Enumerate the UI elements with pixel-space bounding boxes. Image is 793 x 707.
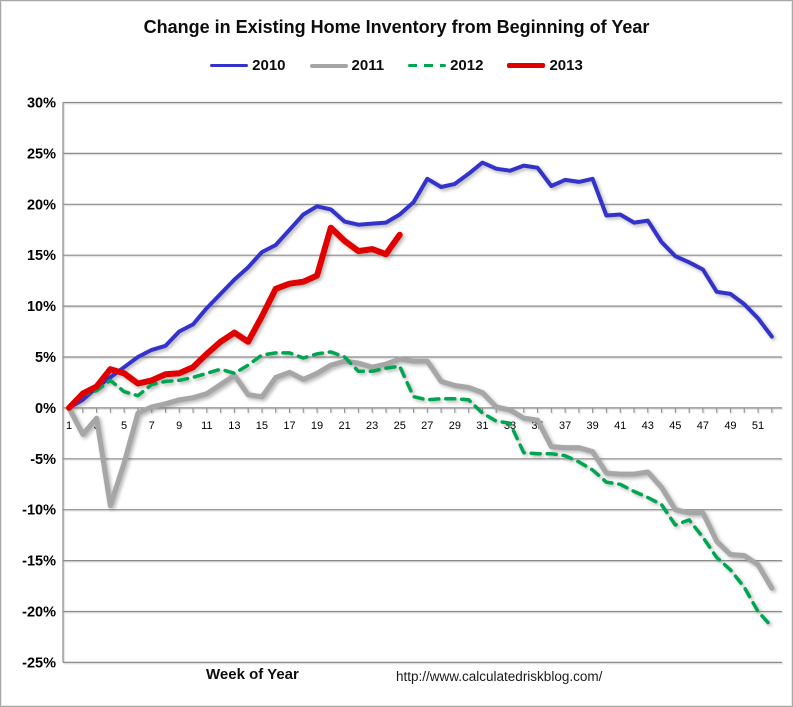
x-tick-label-51: 51 (752, 420, 764, 432)
legend-label-2012: 2012 (450, 57, 484, 74)
x-tick-label-7: 7 (149, 420, 155, 432)
axis-labels: 30%25%20%15%10%5%0%-5%-10%-15%-20%-25%1 3… (22, 96, 764, 672)
series-line-2013 (66, 224, 403, 411)
legend-label-2013: 2013 (549, 57, 583, 74)
x-tick-label-21: 21 (338, 420, 350, 432)
y-tick-label-0%: 0% (35, 401, 56, 417)
y-tick-label--15%: -15% (22, 554, 56, 570)
x-tick-label-23: 23 (366, 420, 378, 432)
x-tick-label-43: 43 (642, 420, 654, 432)
x-tick-label-39: 39 (587, 420, 599, 432)
gridlines (62, 101, 782, 664)
legend-item-2012: 2012 (408, 57, 483, 74)
legend-label-2011: 2011 (351, 57, 385, 74)
x-tick-label-45: 45 (669, 420, 681, 432)
legend-item-2011: 2011 (309, 57, 385, 74)
legend-swatch-2011 (309, 63, 348, 68)
watermark-url: http://www.calculatedriskblog.com/ (396, 669, 603, 684)
x-tick-label-9: 9 (176, 420, 182, 432)
legend-swatch-2012 (408, 64, 447, 67)
y-tick-label--20%: -20% (22, 605, 56, 621)
x-tick-label-13: 13 (228, 420, 240, 432)
y-tick-label-30%: 30% (27, 96, 56, 112)
y-tick-label--25%: -25% (22, 655, 56, 671)
x-tick-label-11: 11 (201, 420, 212, 432)
y-tick-label-10%: 10% (27, 299, 56, 315)
x-tick-label-1: 1 (66, 420, 72, 432)
legend-label-2010: 2010 (252, 57, 286, 74)
y-tick-label--5%: -5% (30, 452, 56, 468)
y-tick-label-25%: 25% (27, 146, 56, 162)
y-tick-label--10%: -10% (22, 503, 56, 519)
legend: 2010 2011 2012 2013 (1, 57, 792, 74)
series-line-2010 (67, 160, 774, 410)
x-tick-label-41: 41 (614, 420, 626, 432)
x-tick-label-29: 29 (449, 420, 461, 432)
chart-title: Change in Existing Home Inventory from B… (143, 17, 650, 37)
x-tick-label-19: 19 (311, 420, 323, 432)
x-tick-label-47: 47 (697, 420, 709, 432)
x-tick-label-25: 25 (394, 420, 406, 432)
x-tick-label-17: 17 (283, 420, 295, 432)
legend-swatch-2013 (507, 63, 546, 68)
x-tick-label-5: 5 (121, 420, 127, 432)
x-tick-label-27: 27 (421, 420, 433, 432)
x-tick-label-15: 15 (256, 420, 268, 432)
series-line-2011 (66, 356, 775, 591)
series-line-2012 (67, 350, 774, 629)
legend-item-2013: 2013 (507, 57, 583, 74)
series-lines (66, 160, 775, 629)
x-tick-label-49: 49 (724, 420, 736, 432)
x-tick-label-31: 31 (476, 420, 488, 432)
y-tick-label-15%: 15% (27, 248, 56, 264)
y-tick-label-20%: 20% (27, 197, 56, 213)
legend-swatch-2010 (210, 64, 249, 67)
legend-item-2010: 2010 (210, 57, 286, 74)
x-tick-label-37: 37 (559, 420, 571, 432)
x-axis-title: Week of Year (206, 666, 299, 683)
y-tick-label-5%: 5% (35, 350, 56, 366)
